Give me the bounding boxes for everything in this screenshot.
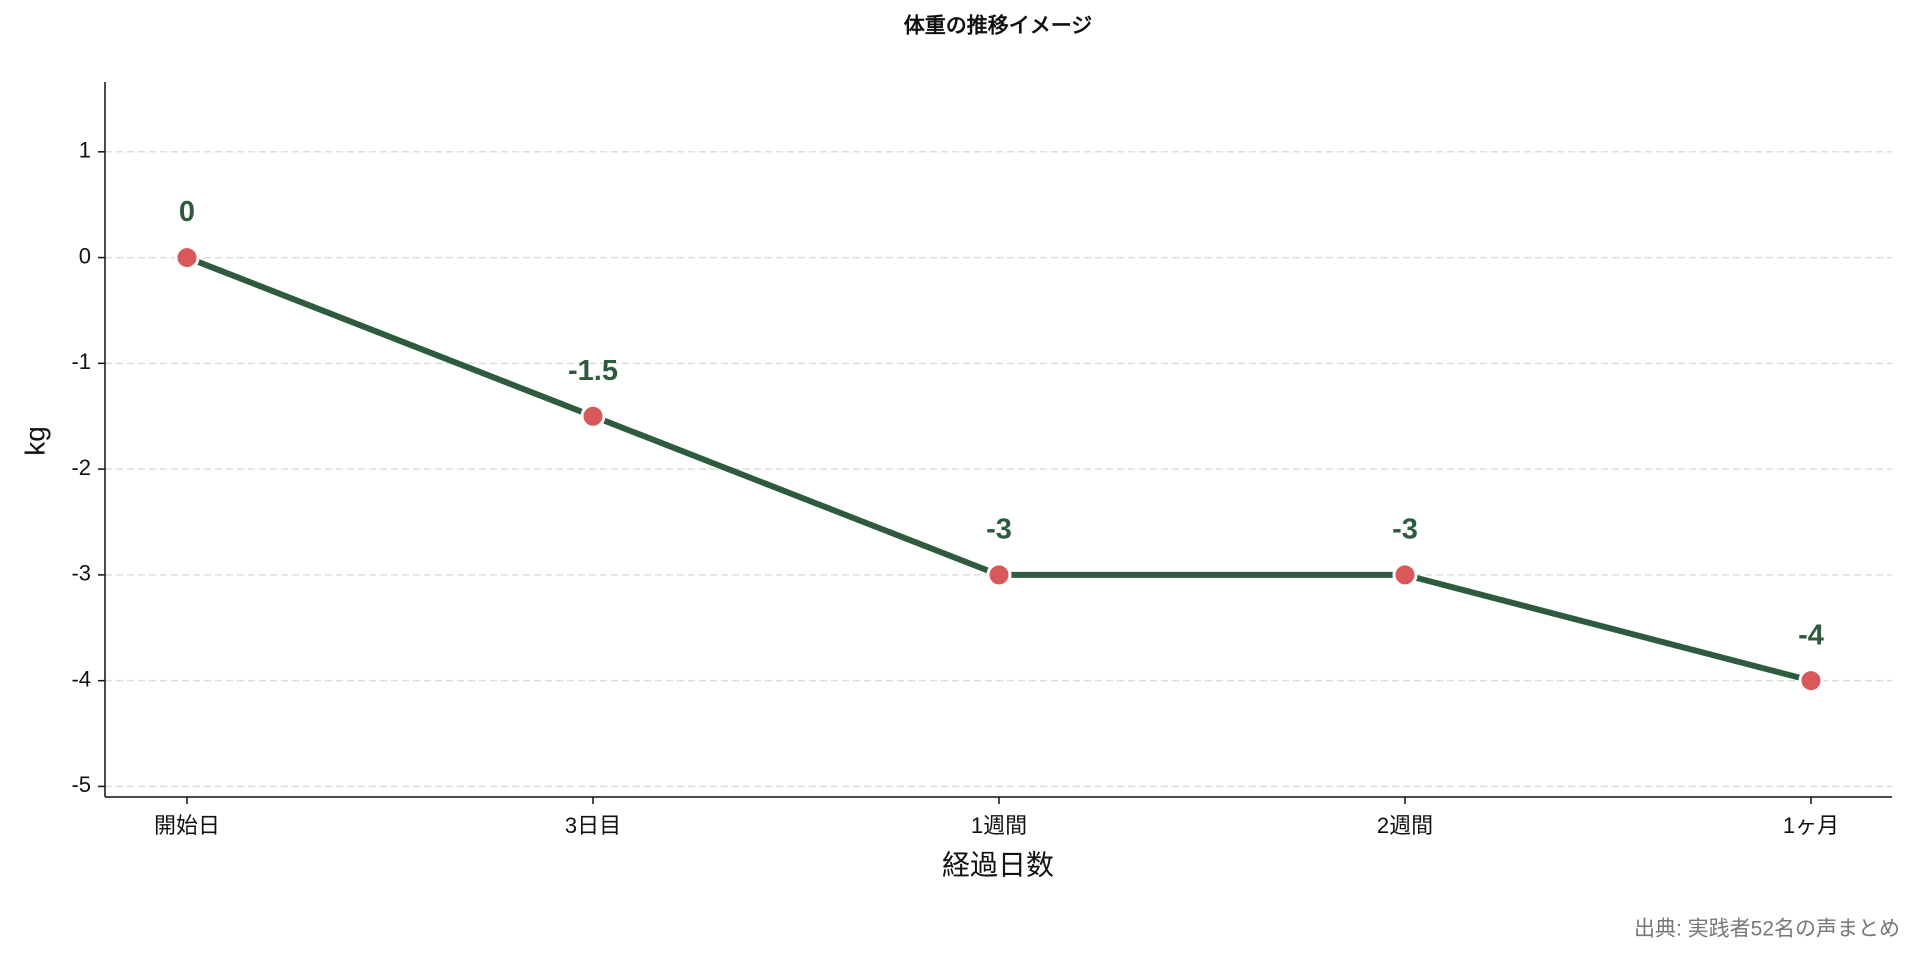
data-label: -4 xyxy=(1798,619,1824,651)
data-point xyxy=(1392,562,1418,588)
x-tick-label: 1ヶ月 xyxy=(1783,813,1839,838)
data-point xyxy=(1798,668,1824,694)
x-tick-label: 開始日 xyxy=(154,813,220,838)
chart-title: 体重の推移イメージ xyxy=(904,14,1093,38)
data-label: -1.5 xyxy=(568,355,618,387)
y-tick-label: 1 xyxy=(79,138,91,163)
data-point xyxy=(174,245,200,271)
data-point xyxy=(580,403,606,429)
data-label: 0 xyxy=(179,196,195,228)
x-axis-label: 経過日数 xyxy=(942,849,1054,880)
x-tick-label: 3日目 xyxy=(565,813,621,838)
y-tick-label: -2 xyxy=(71,455,91,480)
data-label: -3 xyxy=(986,514,1012,546)
y-tick-label: -3 xyxy=(71,561,91,586)
data-point xyxy=(986,562,1012,588)
x-tick-label: 1週間 xyxy=(971,813,1027,838)
y-tick-label: -5 xyxy=(71,772,91,797)
x-tick-label: 2週間 xyxy=(1377,813,1433,838)
y-tick-label: -1 xyxy=(71,349,91,374)
y-tick-label: 0 xyxy=(79,243,91,268)
source-note: 出典: 実践者52名の声まとめ xyxy=(1634,918,1900,941)
data-label: -3 xyxy=(1392,514,1418,546)
y-axis-label: kg xyxy=(19,426,50,456)
y-tick-label: -4 xyxy=(71,666,91,691)
